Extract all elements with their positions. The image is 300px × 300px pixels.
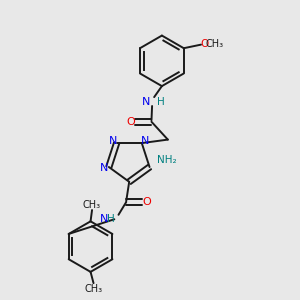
- Text: N: N: [109, 136, 117, 146]
- Text: N: N: [141, 136, 149, 146]
- Text: O: O: [142, 197, 151, 207]
- Text: CH₃: CH₃: [85, 284, 103, 293]
- Text: N: N: [142, 98, 150, 107]
- Text: CH₃: CH₃: [83, 200, 101, 210]
- Text: CH₃: CH₃: [206, 39, 224, 49]
- Text: N: N: [100, 163, 108, 172]
- Text: H: H: [106, 214, 114, 224]
- Text: O: O: [126, 117, 135, 127]
- Text: O: O: [200, 39, 209, 49]
- Text: N: N: [99, 214, 108, 224]
- Text: NH₂: NH₂: [157, 154, 177, 165]
- Text: H: H: [158, 98, 165, 107]
